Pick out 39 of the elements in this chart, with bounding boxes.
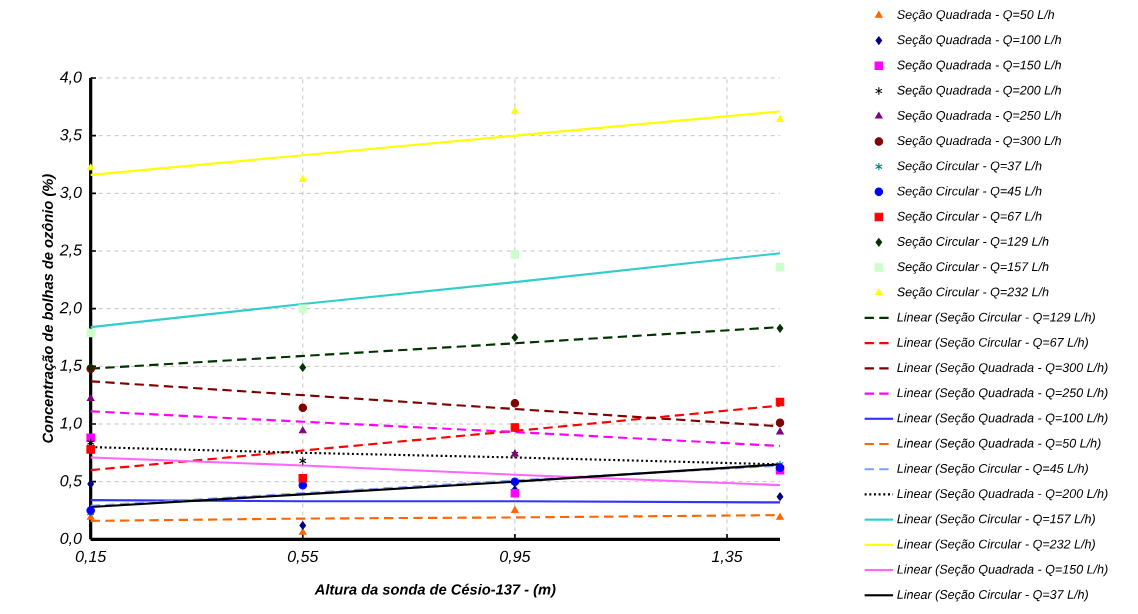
legend-label: Seção Circular - Q=232 L/h <box>897 287 1049 299</box>
legend-label: Linear (Seção Quadrada - Q=100 L/h) <box>897 413 1108 425</box>
x-tick-label: 0,95 <box>500 550 531 564</box>
y-tick-label: 2,0 <box>59 302 82 316</box>
legend-label: Seção Quadrada - Q=250 L/h <box>897 110 1061 123</box>
legend-label: Seção Circular - Q=129 L/h <box>897 236 1049 249</box>
legend-label: Linear (Seção Circular - Q=45 L/h) <box>897 463 1088 476</box>
legend-label: Seção Quadrada - Q=300 L/h <box>897 135 1061 148</box>
legend-label: Seção Circular - Q=67 L/h <box>897 211 1042 224</box>
legend-label: Seção Quadrada - Q=200 L/h <box>897 85 1061 98</box>
legend-label: Seção Quadrada - Q=150 L/h <box>897 60 1061 72</box>
x-tick-label: 1,35 <box>711 550 743 564</box>
legend-label: Seção Circular - Q=45 L/h <box>897 186 1042 198</box>
legend-label: Linear (Seção Circular - Q=157 L/h) <box>897 514 1095 526</box>
legend-label: Seção Quadrada - Q=50 L/h <box>897 9 1055 22</box>
legend-label: Seção Circular - Q=37 L/h <box>897 161 1042 173</box>
y-tick-label: 2,5 <box>59 244 82 258</box>
legend-label: Linear (Seção Quadrada - Q=150 L/h) <box>897 564 1108 577</box>
legend-label: Linear (Seção Quadrada - Q=250 L/h) <box>897 388 1108 400</box>
legend-label: Linear (Seção Circular - Q=129 L/h) <box>897 312 1095 325</box>
legend-label: Linear (Seção Circular - Q=37 L/h) <box>897 589 1088 602</box>
legend-label: Seção Circular - Q=157 L/h <box>897 261 1049 274</box>
y-tick-label: 0,0 <box>60 532 82 546</box>
legend-label: Linear (Seção Quadrada - Q=200 L/h) <box>897 488 1108 501</box>
legend-label: Linear (Seção Circular - Q=67 L/h) <box>897 337 1088 350</box>
y-tick-label: 1,0 <box>60 417 82 431</box>
x-axis-title: Altura da sonda de Césio-137 - (m) <box>314 583 556 598</box>
legend-label: Linear (Seção Quadrada - Q=300 L/h) <box>897 362 1108 375</box>
y-axis-title: Concentração de bolhas de ozônio (%) <box>41 174 56 443</box>
y-tick-label: 1,5 <box>60 359 82 373</box>
legend-label: Linear (Seção Circular - Q=232 L/h) <box>897 539 1095 551</box>
y-tick-label: 3,5 <box>60 129 82 143</box>
y-tick-label: 0,5 <box>60 475 82 489</box>
legend-label: Linear (Seção Quadrada - Q=50 L/h) <box>897 438 1101 451</box>
x-tick-label: 0,15 <box>75 550 107 564</box>
y-tick-label: 4,0 <box>59 71 82 85</box>
x-tick-label: 0,55 <box>287 550 319 564</box>
legend-label: Seção Quadrada - Q=100 L/h <box>897 35 1061 47</box>
y-tick-label: 3,0 <box>60 186 82 200</box>
